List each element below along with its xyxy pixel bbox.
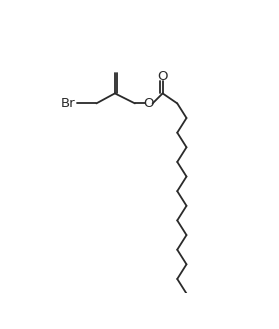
Text: O: O — [157, 70, 168, 83]
Text: Br: Br — [61, 97, 76, 110]
Text: O: O — [143, 97, 154, 110]
